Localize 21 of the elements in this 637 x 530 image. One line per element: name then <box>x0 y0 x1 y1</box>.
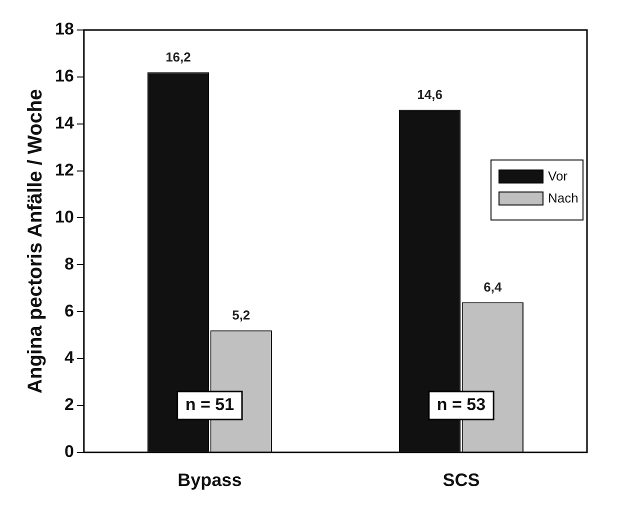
y-axis-title: Angina pectoris Anfälle / Woche <box>24 88 47 394</box>
y-tick-label: 6 <box>64 301 74 320</box>
data-label: 14,6 <box>417 86 442 102</box>
y-tick-label: 10 <box>54 207 74 226</box>
legend-label: Vor <box>548 168 568 184</box>
x-tick-label: SCS <box>442 470 480 490</box>
legend-label: Nach <box>548 190 578 206</box>
annotation: n = 53 <box>436 395 486 414</box>
y-tick-label: 16 <box>54 66 74 86</box>
data-label: 16,2 <box>166 49 191 64</box>
data-label: 5,2 <box>232 307 250 322</box>
y-tick-label: 18 <box>54 20 74 39</box>
y-tick-label: 4 <box>64 348 74 368</box>
y-tick-label: 8 <box>64 254 74 274</box>
y-tick-label: 14 <box>54 114 74 133</box>
data-label: 6,4 <box>484 279 502 294</box>
y-tick-label: 2 <box>64 395 74 414</box>
y-tick-label: 12 <box>54 160 74 180</box>
annotation: n = 51 <box>185 395 234 414</box>
y-tick-label: 0 <box>64 442 74 462</box>
x-tick-label: Bypass <box>178 470 242 490</box>
